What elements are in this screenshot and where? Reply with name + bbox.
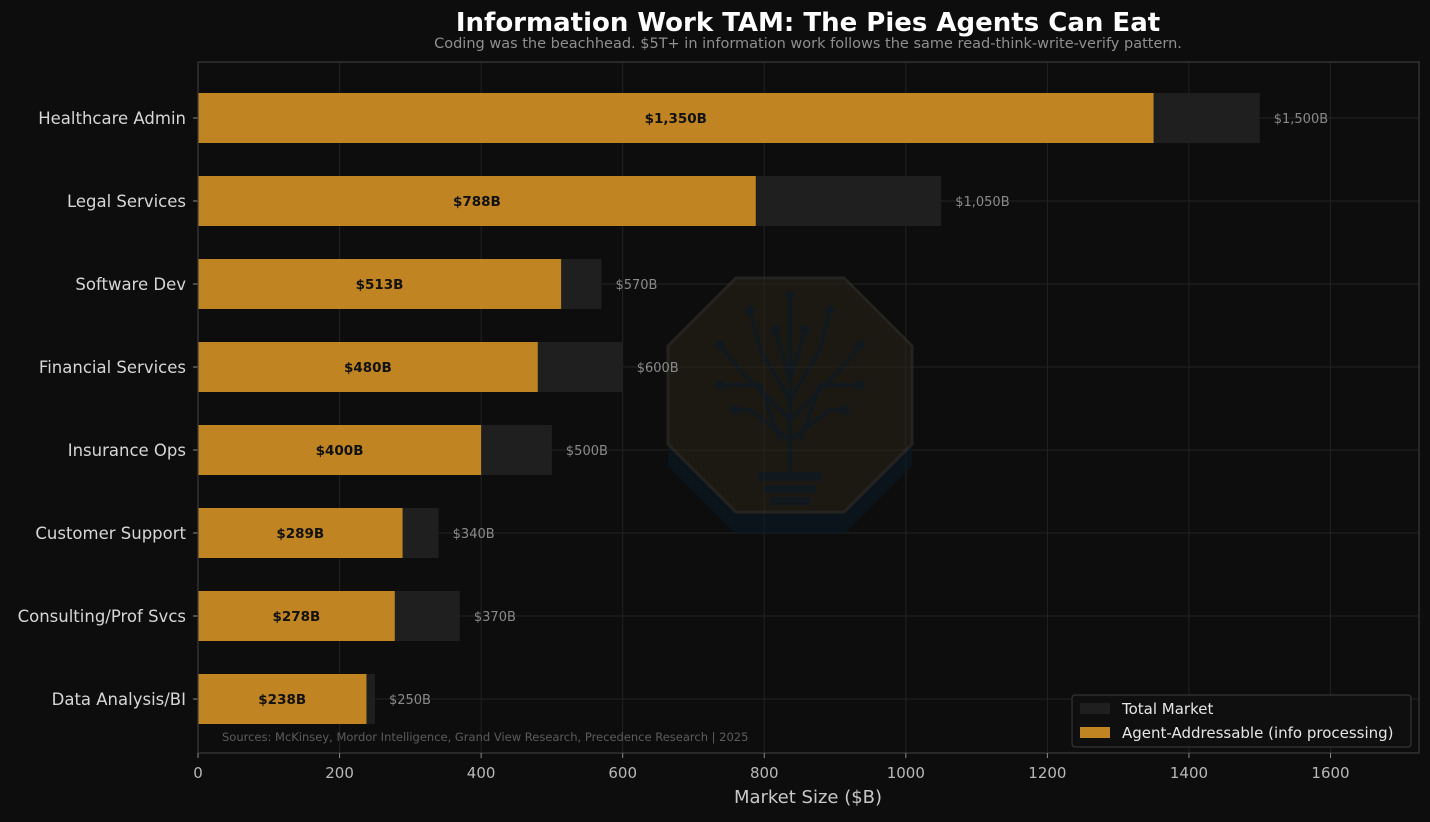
addressable-value-label: $1,350B [645, 111, 707, 127]
axes-layer: Healthcare Admin Legal Services Software D… [18, 61, 1420, 782]
category-tick-label: Software Dev [75, 275, 186, 294]
legend-box [1071, 694, 1412, 748]
plot-frame [197, 61, 1420, 754]
x-tick-label: 600 [608, 764, 637, 782]
legend: Total Market Agent-Addressable (info pro… [1071, 694, 1412, 748]
x-tick-label: 400 [467, 764, 496, 782]
x-tick-label: 0 [193, 764, 203, 782]
x-tick-label: 800 [750, 764, 779, 782]
category-tick-label: Insurance Ops [68, 441, 186, 460]
source-note: Sources: McKinsey, Mordor Intelligence, … [222, 730, 748, 744]
x-tick-label: 200 [325, 764, 354, 782]
bar-agent-addressable [198, 508, 403, 558]
category-tick-label: Legal Services [67, 192, 186, 211]
addressable-value-label: $289B [276, 526, 324, 542]
category-tick-label: Healthcare Admin [38, 109, 186, 128]
chart-subtitle: Coding was the beachhead. $5T+ in inform… [434, 36, 1182, 52]
legend-label-addressable: Agent-Addressable (info processing) [1122, 724, 1394, 742]
addressable-value-label: $788B [453, 194, 501, 210]
addressable-value-label: $278B [272, 609, 320, 625]
total-value-label: $370B [474, 610, 516, 625]
legend-swatch-total [1080, 703, 1110, 714]
tree-circuit-lightbulb-icon [666, 276, 914, 534]
total-value-label: $600B [637, 361, 679, 376]
bar-agent-addressable [198, 342, 538, 392]
bar-agent-addressable [198, 425, 482, 475]
bar-agent-addressable [198, 591, 395, 641]
category-tick-label: Consulting/Prof Svcs [18, 607, 186, 626]
bar-agent-addressable [198, 259, 562, 309]
legend-label-total: Total Market [1121, 700, 1213, 718]
x-tick-label: 1000 [887, 764, 925, 782]
category-tick-label: Customer Support [35, 524, 186, 543]
bars-layer [198, 93, 1260, 724]
total-value-label: $570B [615, 278, 657, 293]
x-tick-label: 1200 [1028, 764, 1066, 782]
total-value-label: $500B [566, 444, 608, 459]
addressable-value-label: $513B [356, 277, 404, 293]
total-value-label: $1,050B [955, 195, 1009, 210]
bar-agent-addressable [198, 93, 1154, 143]
total-value-label: $250B [389, 693, 431, 708]
total-value-label: $1,500B [1274, 112, 1328, 127]
total-value-label: $340B [453, 527, 495, 542]
x-axis-label: Market Size ($B) [734, 787, 882, 808]
addressable-value-label: $480B [344, 360, 392, 376]
x-tick-label: 1600 [1311, 764, 1349, 782]
chart-title: Information Work TAM: The Pies Agents Ca… [456, 8, 1160, 38]
category-tick-label: Data Analysis/BI [52, 690, 186, 709]
x-tick-label: 1400 [1170, 764, 1208, 782]
addressable-value-label: $400B [316, 443, 364, 459]
bar-agent-addressable [198, 674, 367, 724]
addressable-value-label: $238B [258, 692, 306, 708]
labels-layer: $1,500B $1,350B $1,050B $788B $570B $513B $600… [258, 111, 1328, 708]
legend-swatch-addressable [1080, 727, 1110, 738]
bar-agent-addressable [198, 176, 756, 226]
category-tick-label: Financial Services [39, 358, 186, 377]
